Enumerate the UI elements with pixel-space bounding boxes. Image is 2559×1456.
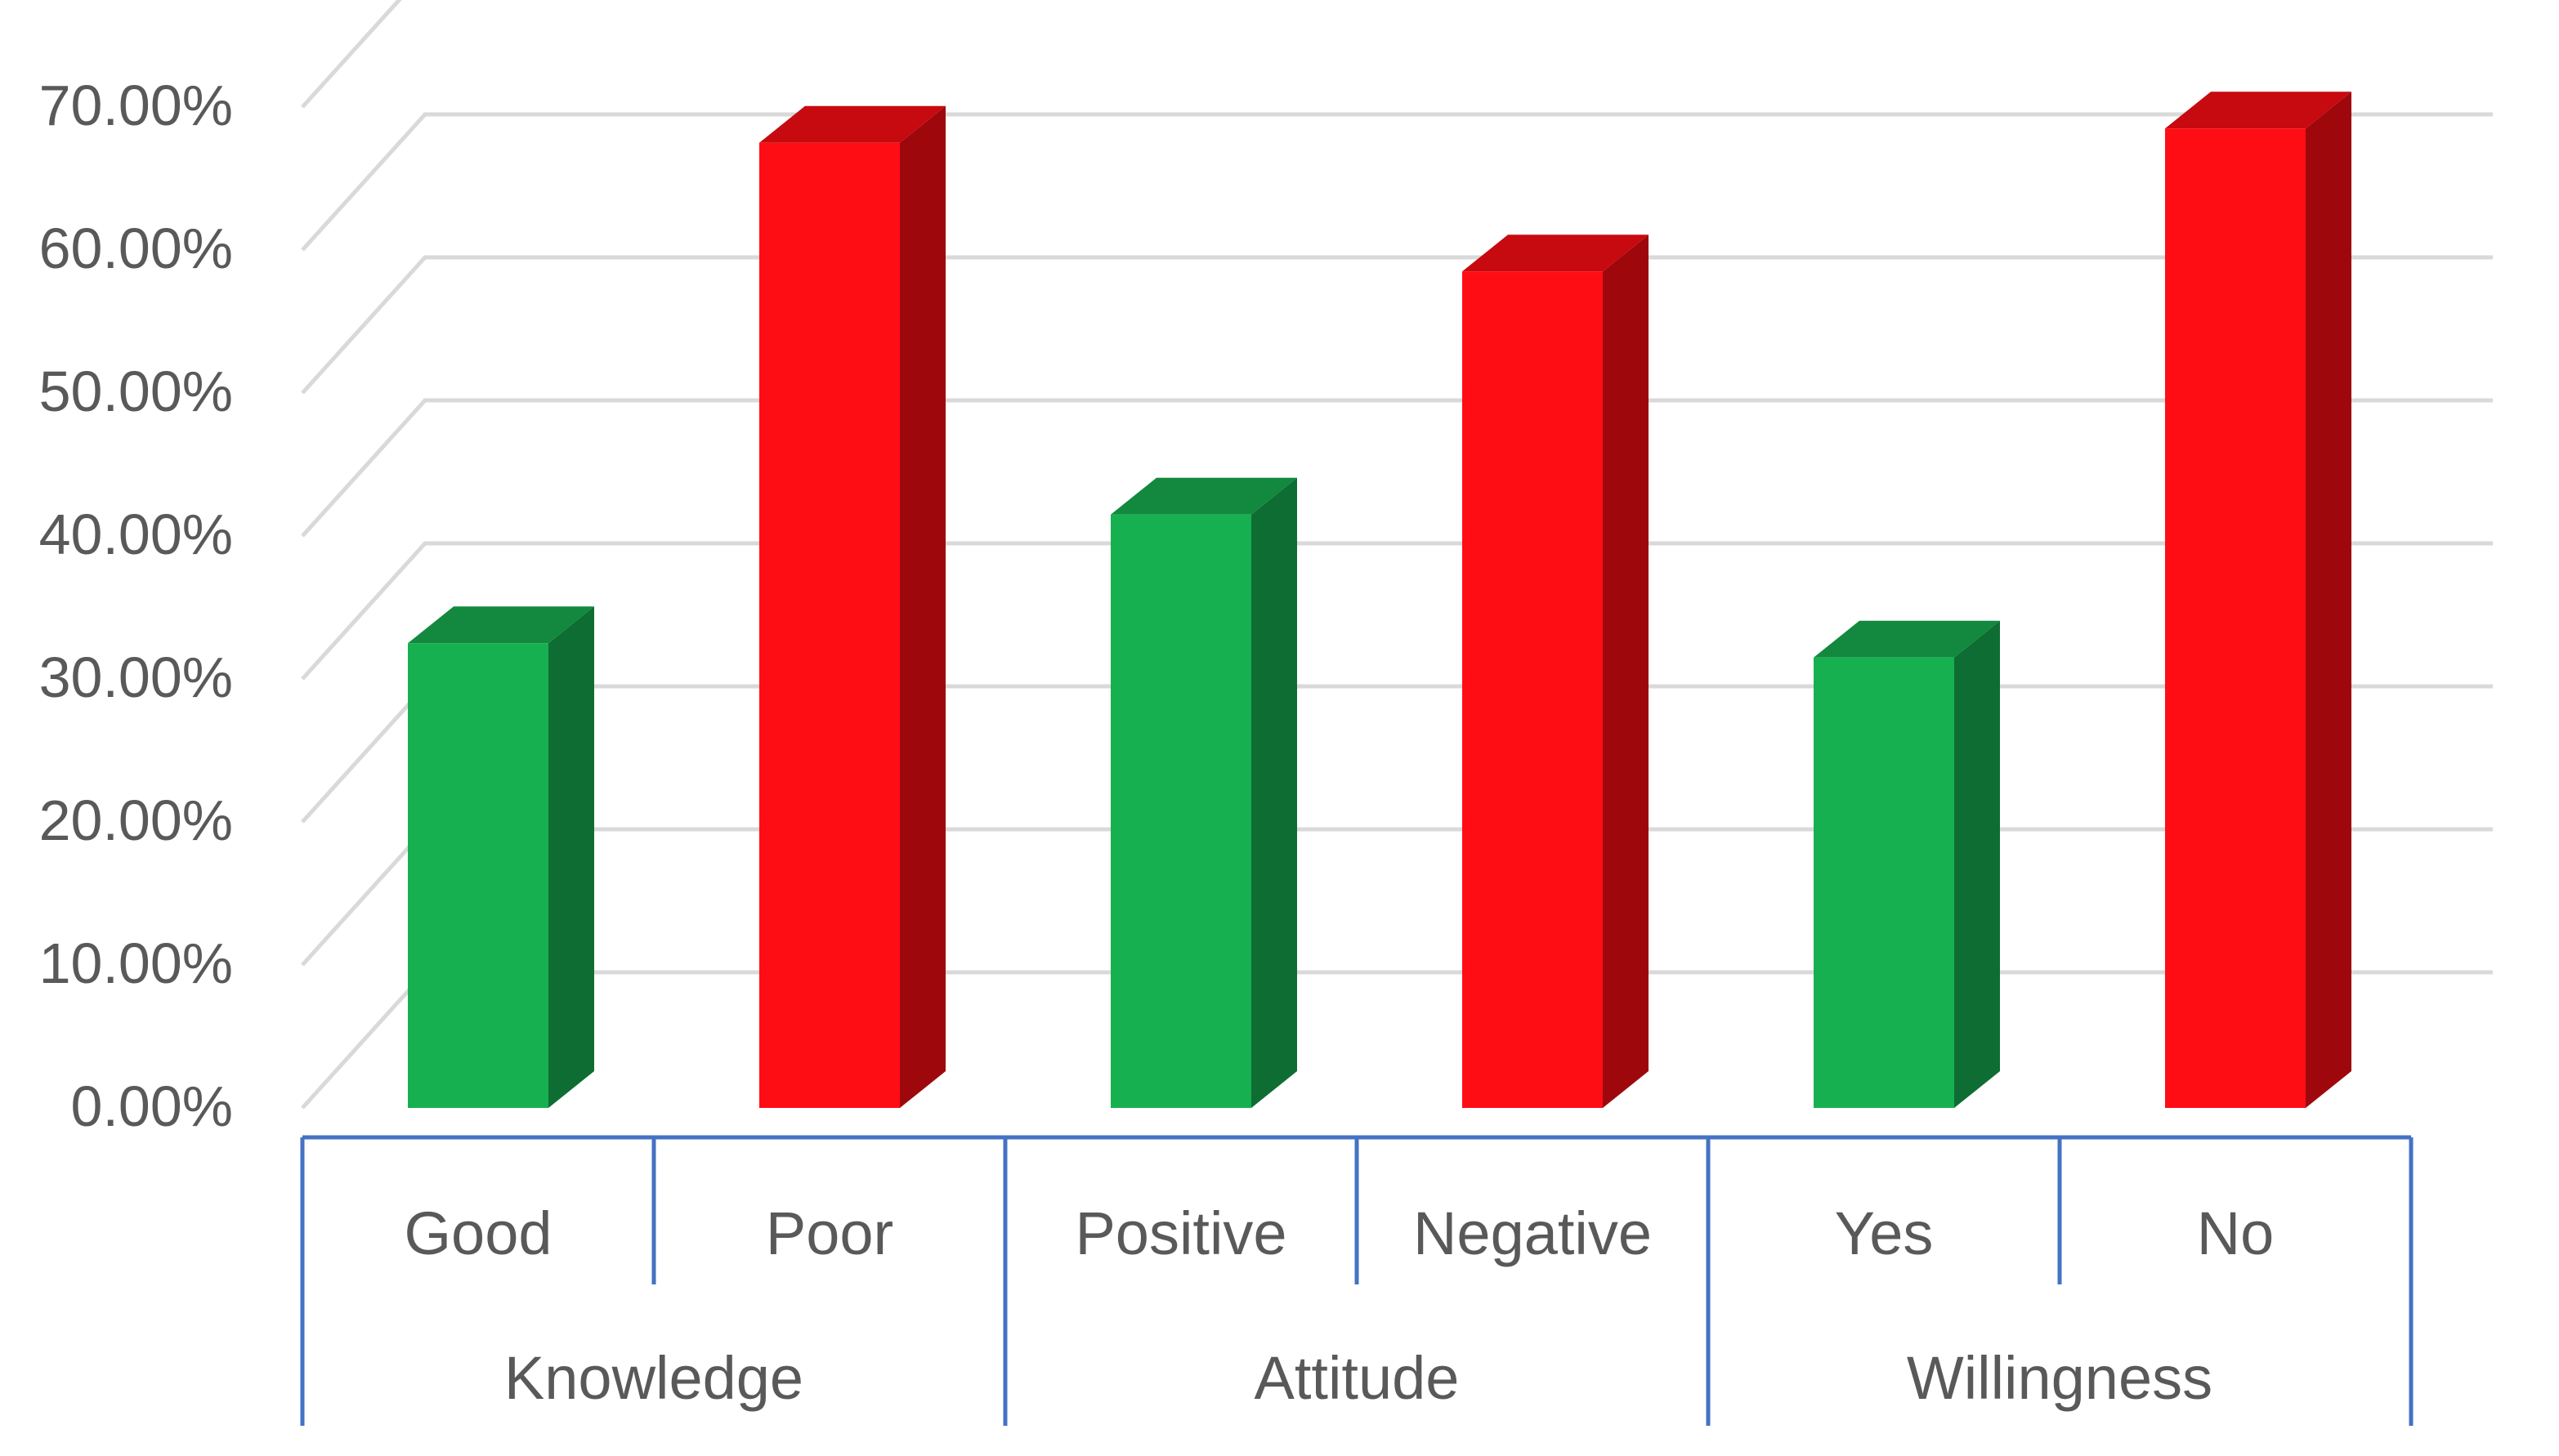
bar-front xyxy=(759,142,900,1108)
gridline xyxy=(301,255,2493,395)
bar-side xyxy=(1954,620,2000,1108)
bar xyxy=(759,105,946,1108)
x-group-label: Knowledge xyxy=(504,1344,803,1412)
gridline xyxy=(301,970,2493,1110)
bar-top xyxy=(1111,477,1297,515)
bar-front xyxy=(2165,128,2306,1108)
y-axis-ticks: 0.00% 10.00% 20.00% 30.00% 40.00% 50.00% 60.00… xyxy=(39,74,233,1138)
gridline xyxy=(301,541,2493,681)
y-tick-label: 40.00% xyxy=(39,502,233,566)
bar-top xyxy=(759,105,946,143)
bar xyxy=(1111,477,1297,1108)
bar-side xyxy=(2306,92,2351,1108)
bar-top xyxy=(408,606,594,644)
bar-front xyxy=(1462,271,1603,1108)
x-axis xyxy=(300,1135,2414,1426)
bars xyxy=(408,92,2351,1108)
bar xyxy=(2165,92,2351,1108)
x-category-label: Yes xyxy=(1835,1199,1934,1267)
y-tick-label: 60.00% xyxy=(39,217,233,280)
y-tick-label: 70.00% xyxy=(39,74,233,137)
bar xyxy=(1462,234,1649,1108)
bar-side xyxy=(900,105,946,1108)
bar-side xyxy=(548,606,594,1108)
bar-top xyxy=(1814,620,2000,658)
gridline xyxy=(301,398,2493,538)
gridline xyxy=(301,684,2493,824)
y-tick-label: 0.00% xyxy=(71,1074,233,1138)
gridline xyxy=(301,112,2493,252)
y-tick-label: 20.00% xyxy=(39,788,233,852)
bar-side xyxy=(1603,234,1649,1108)
gridline xyxy=(301,0,402,109)
y-tick-label: 50.00% xyxy=(39,360,233,423)
y-tick-label: 10.00% xyxy=(39,931,233,995)
x-category-label: Good xyxy=(404,1199,552,1267)
x-category-label: No xyxy=(2197,1199,2275,1267)
x-group-label: Attitude xyxy=(1255,1344,1460,1412)
x-category-label: Poor xyxy=(766,1199,893,1267)
x-category-label: Negative xyxy=(1413,1199,1652,1267)
gridline xyxy=(301,827,2493,967)
bar-front xyxy=(408,643,548,1108)
y-tick-label: 30.00% xyxy=(39,645,233,709)
bar-side xyxy=(1251,477,1297,1108)
gridlines xyxy=(301,0,2493,1110)
bar-top xyxy=(2165,92,2351,129)
bar-front xyxy=(1111,514,1251,1108)
x-group-label: Willingness xyxy=(1907,1344,2212,1412)
bar xyxy=(408,606,594,1108)
bar-front xyxy=(1814,657,1954,1108)
x-category-label: Positive xyxy=(1075,1199,1286,1267)
bar xyxy=(1814,620,2000,1108)
x-axis-labels: Good Poor Positive Negative Yes No Knowledge At… xyxy=(404,1199,2274,1412)
bar-top xyxy=(1462,234,1649,272)
